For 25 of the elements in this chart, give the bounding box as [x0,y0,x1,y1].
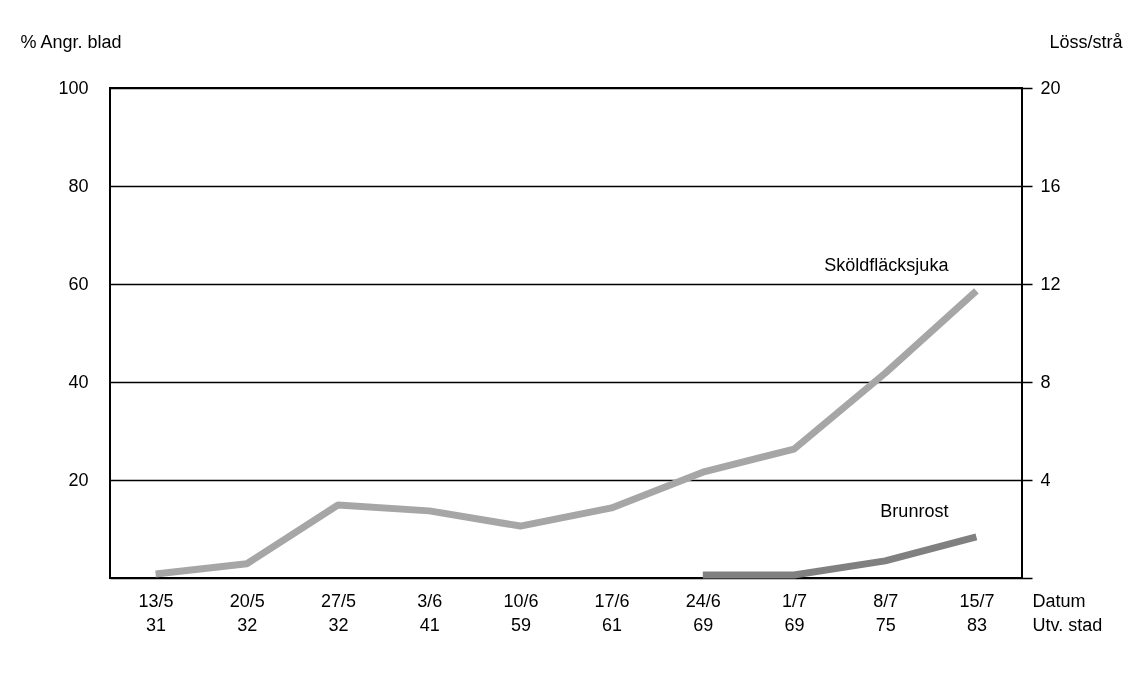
x-tick-label: 1/7 69 [781,590,808,635]
y2-axis-title: Löss/strå [1049,31,1124,52]
x-tick-label: 17/6 61 [594,590,630,635]
x-tick-label: 10/6 59 [503,590,539,635]
x-tick-label: 24/6 69 [685,590,721,635]
y-tick-label: 80 [68,175,89,196]
y-tick-label: 20 [68,469,89,490]
y-axis-title: % Angr. blad [20,31,122,52]
y2-tick-label: 16 [1040,175,1061,196]
y2-tick-label: 12 [1040,273,1061,294]
x-tick-label: 27/5 32 [320,590,357,635]
y2-tick-label: 4 [1040,469,1051,490]
x-axis-title: Datum Utv. stad [1032,590,1103,635]
series-label: Brunrost [880,500,949,521]
x-tick-label: 8/7 75 [873,590,899,635]
x-tick-label: 3/6 41 [417,590,443,635]
x-tick-label: 20/5 32 [229,590,265,635]
y2-tick-label: 20 [1040,77,1061,98]
x-tick-label: 15/7 83 [959,590,995,635]
y2-tick-label: 8 [1040,371,1051,392]
y-tick-label: 40 [68,371,89,392]
y-tick-label: 60 [68,273,89,294]
y-tick-label: 100 [58,77,89,98]
x-tick-label: 13/5 31 [138,590,174,635]
series-label: Sköldfläcksjuka [824,254,950,275]
